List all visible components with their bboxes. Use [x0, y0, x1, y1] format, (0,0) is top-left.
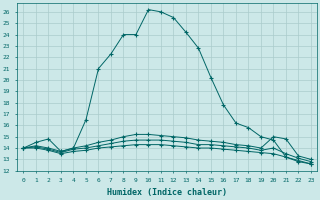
X-axis label: Humidex (Indice chaleur): Humidex (Indice chaleur): [107, 188, 227, 197]
